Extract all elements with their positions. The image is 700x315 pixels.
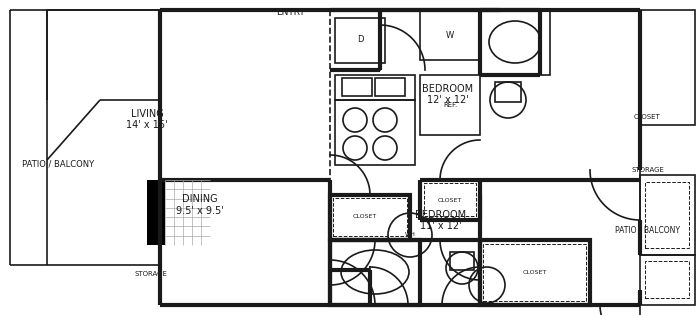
- Text: CLOSET: CLOSET: [438, 198, 462, 203]
- Text: STORAGE: STORAGE: [134, 271, 167, 277]
- Bar: [342, 78, 372, 96]
- Text: PATIO / BALCONY: PATIO / BALCONY: [615, 226, 680, 234]
- Bar: [640, 175, 695, 255]
- Bar: [424, 183, 476, 216]
- Text: WH: WH: [405, 232, 415, 238]
- Text: LIVING
14' x 15': LIVING 14' x 15': [126, 109, 168, 130]
- Bar: [640, 255, 695, 305]
- Bar: [645, 261, 689, 298]
- Bar: [495, 82, 521, 102]
- Bar: [375, 78, 405, 96]
- Bar: [640, 10, 695, 125]
- Bar: [333, 198, 407, 236]
- Text: CLOSET: CLOSET: [523, 270, 547, 274]
- Text: CLOSET: CLOSET: [353, 215, 377, 220]
- Bar: [480, 10, 550, 75]
- Bar: [335, 18, 385, 63]
- Bar: [420, 10, 480, 60]
- Bar: [645, 182, 689, 248]
- Bar: [420, 75, 480, 135]
- Text: BEDROOM
12' x 12': BEDROOM 12' x 12': [422, 84, 474, 105]
- Bar: [330, 195, 410, 240]
- Bar: [480, 240, 590, 305]
- Text: ENTRY: ENTRY: [276, 8, 305, 17]
- Bar: [147, 180, 165, 245]
- Bar: [483, 244, 586, 301]
- Text: W: W: [446, 31, 454, 39]
- Text: D: D: [357, 36, 363, 44]
- Text: STORAGE: STORAGE: [631, 167, 664, 173]
- Bar: [330, 240, 420, 305]
- Text: BEDROOM
11' x 12': BEDROOM 11' x 12': [415, 210, 467, 231]
- Bar: [335, 75, 415, 100]
- Text: REF.: REF.: [443, 102, 457, 108]
- Bar: [450, 252, 474, 270]
- Text: PATIO / BALCONY: PATIO / BALCONY: [22, 159, 95, 168]
- Text: DINING
9.5' x 9.5': DINING 9.5' x 9.5': [176, 194, 223, 215]
- Bar: [335, 100, 415, 165]
- Text: CLOSET: CLOSET: [634, 113, 661, 120]
